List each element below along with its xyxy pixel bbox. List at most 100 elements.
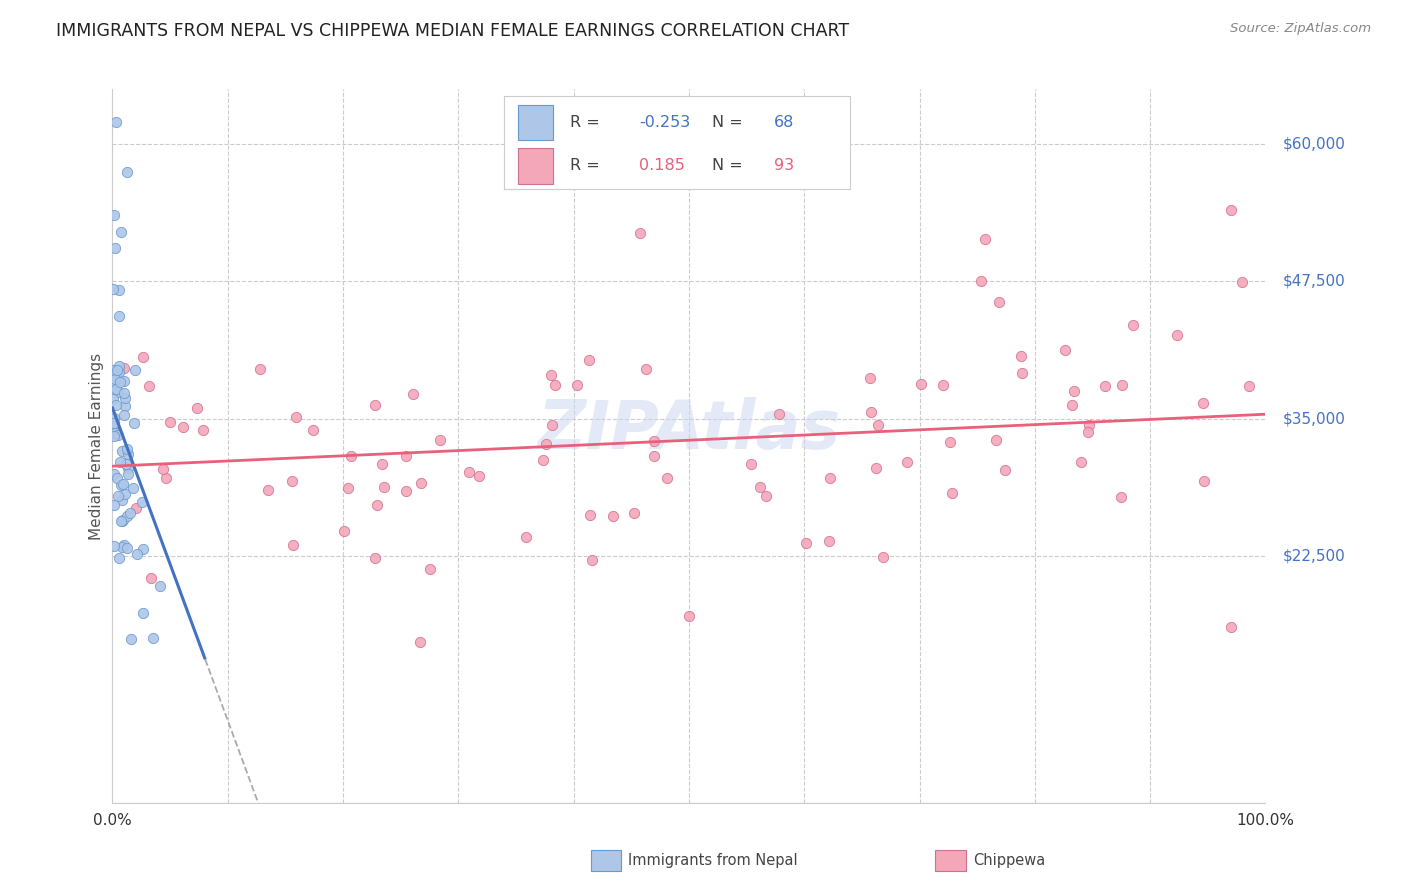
Point xyxy=(628,226,651,240)
Point xyxy=(939,435,962,450)
Point xyxy=(103,467,125,481)
Point xyxy=(1078,418,1101,433)
Point xyxy=(794,536,817,550)
Point xyxy=(139,571,162,585)
Point xyxy=(636,362,658,376)
Point xyxy=(110,514,132,528)
Point xyxy=(1111,378,1133,392)
Point xyxy=(108,309,131,323)
Point xyxy=(114,386,136,401)
Point xyxy=(1191,396,1213,410)
Text: $22,500: $22,500 xyxy=(1282,549,1346,563)
Point xyxy=(111,492,134,507)
Text: ZIPAtlas: ZIPAtlas xyxy=(537,397,841,463)
Point xyxy=(115,508,138,523)
Point xyxy=(124,363,146,377)
Point xyxy=(110,375,132,389)
Point xyxy=(740,457,762,471)
Point xyxy=(678,609,700,624)
Point xyxy=(108,283,131,297)
Y-axis label: Median Female Earnings: Median Female Earnings xyxy=(89,352,104,540)
Point xyxy=(748,479,770,493)
Point xyxy=(281,474,304,488)
Point xyxy=(104,425,127,440)
Point xyxy=(1237,379,1260,393)
Point xyxy=(1219,620,1241,634)
Point xyxy=(103,282,125,296)
Point xyxy=(107,384,129,399)
Point xyxy=(111,513,134,527)
Point xyxy=(643,434,665,449)
Point xyxy=(1070,455,1092,469)
Point xyxy=(107,490,129,504)
Point xyxy=(910,376,932,391)
Point xyxy=(132,542,155,557)
Point xyxy=(1063,384,1085,398)
Point xyxy=(932,377,955,392)
Point xyxy=(101,363,124,377)
Point xyxy=(1077,425,1099,440)
Point xyxy=(112,538,135,552)
Point xyxy=(865,461,887,475)
Point xyxy=(111,514,134,528)
Point xyxy=(117,446,139,460)
Point xyxy=(395,483,418,498)
Point xyxy=(302,423,325,437)
Point xyxy=(191,424,214,438)
Point xyxy=(117,467,139,482)
Point xyxy=(131,350,153,364)
Point xyxy=(107,364,129,378)
Point xyxy=(111,444,134,458)
Point xyxy=(117,442,139,456)
Point xyxy=(104,369,127,384)
Point xyxy=(103,377,125,392)
Point xyxy=(1053,343,1076,358)
Point xyxy=(105,471,128,485)
Text: Source: ZipAtlas.com: Source: ZipAtlas.com xyxy=(1230,22,1371,36)
Point xyxy=(101,392,124,406)
Point xyxy=(768,407,790,421)
Point xyxy=(579,508,602,522)
Point xyxy=(124,500,146,515)
Point xyxy=(623,506,645,520)
Point xyxy=(172,419,194,434)
Point xyxy=(101,419,124,434)
Point xyxy=(896,455,918,469)
Point xyxy=(817,534,839,549)
Point xyxy=(120,632,142,647)
Point xyxy=(122,482,145,496)
Text: IMMIGRANTS FROM NEPAL VS CHIPPEWA MEDIAN FEMALE EARNINGS CORRELATION CHART: IMMIGRANTS FROM NEPAL VS CHIPPEWA MEDIAN… xyxy=(56,22,849,40)
Point xyxy=(104,115,127,129)
Point xyxy=(108,550,131,565)
Point xyxy=(643,449,665,463)
Point xyxy=(540,417,562,432)
Point xyxy=(544,378,567,392)
Point xyxy=(110,225,132,239)
Point xyxy=(103,410,125,425)
Point xyxy=(155,471,177,485)
Point xyxy=(994,463,1017,477)
Point xyxy=(115,457,138,471)
Point xyxy=(117,164,139,178)
Point xyxy=(131,494,153,508)
Point xyxy=(941,485,963,500)
Point xyxy=(101,419,124,434)
Point xyxy=(107,365,129,379)
Point xyxy=(366,498,388,512)
Point xyxy=(103,428,125,442)
Point xyxy=(104,398,127,412)
Point xyxy=(125,547,148,561)
Point xyxy=(122,416,145,430)
Point xyxy=(284,410,307,425)
Point xyxy=(103,539,125,553)
Point xyxy=(112,476,135,491)
Point xyxy=(117,541,139,555)
Point xyxy=(138,379,160,393)
Point xyxy=(118,506,141,520)
Point xyxy=(111,540,134,554)
Point xyxy=(107,428,129,442)
Point xyxy=(1192,474,1215,488)
Point xyxy=(337,481,360,495)
Point xyxy=(249,362,271,376)
Point xyxy=(117,460,139,475)
